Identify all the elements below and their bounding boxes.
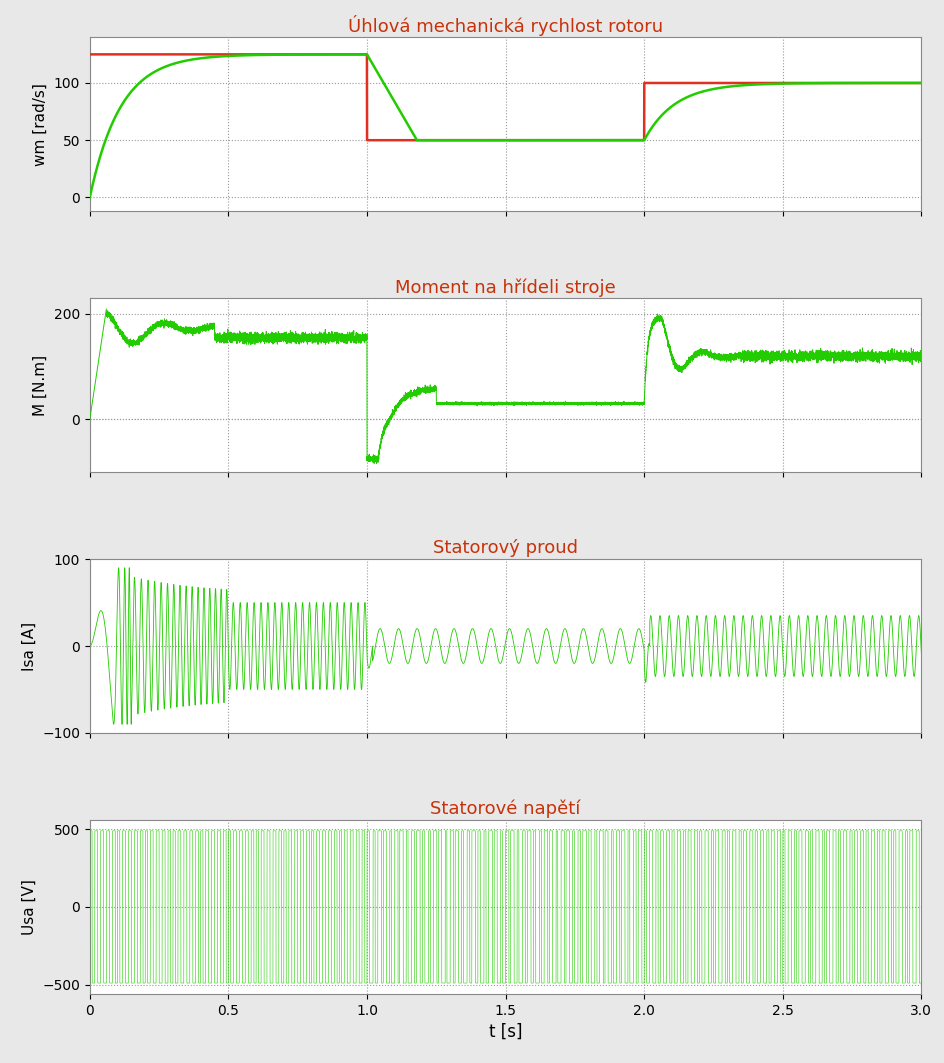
Y-axis label: wm [rad/s]: wm [rad/s]	[33, 83, 48, 166]
Y-axis label: Usa [V]: Usa [V]	[22, 879, 37, 934]
Title: Statorový proud: Statorový proud	[432, 540, 578, 557]
X-axis label: t [s]: t [s]	[488, 1024, 522, 1041]
Y-axis label: M [N.m]: M [N.m]	[33, 355, 48, 416]
Title: Statorové napětí: Statorové napětí	[430, 799, 581, 819]
Title: Moment na hřídeli stroje: Moment na hřídeli stroje	[395, 279, 615, 297]
Y-axis label: Isa [A]: Isa [A]	[22, 622, 37, 671]
Title: Úhlová mechanická rychlost rotoru: Úhlová mechanická rychlost rotoru	[347, 15, 663, 36]
